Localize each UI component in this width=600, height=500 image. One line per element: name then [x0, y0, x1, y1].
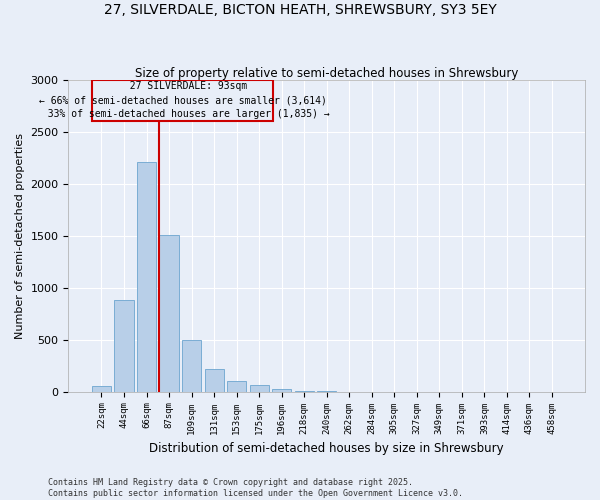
Bar — [92, 386, 111, 392]
Bar — [272, 388, 291, 392]
Bar — [227, 382, 246, 392]
Bar — [317, 391, 336, 392]
Bar — [250, 386, 269, 392]
Bar — [205, 370, 224, 392]
Text: 27, SILVERDALE, BICTON HEATH, SHREWSBURY, SY3 5EY: 27, SILVERDALE, BICTON HEATH, SHREWSBURY… — [104, 2, 496, 16]
Text: Contains HM Land Registry data © Crown copyright and database right 2025.
Contai: Contains HM Land Registry data © Crown c… — [48, 478, 463, 498]
Bar — [92, 80, 272, 121]
Bar — [295, 391, 314, 392]
X-axis label: Distribution of semi-detached houses by size in Shrewsbury: Distribution of semi-detached houses by … — [149, 442, 504, 455]
Bar — [137, 162, 156, 392]
Y-axis label: Number of semi-detached properties: Number of semi-detached properties — [15, 132, 25, 338]
Text: 27 SILVERDALE: 93sqm
← 66% of semi-detached houses are smaller (3,614)
  33% of : 27 SILVERDALE: 93sqm ← 66% of semi-detac… — [35, 82, 329, 120]
Bar — [160, 234, 179, 392]
Bar — [182, 340, 201, 392]
Title: Size of property relative to semi-detached houses in Shrewsbury: Size of property relative to semi-detach… — [135, 66, 518, 80]
Bar — [115, 300, 134, 392]
